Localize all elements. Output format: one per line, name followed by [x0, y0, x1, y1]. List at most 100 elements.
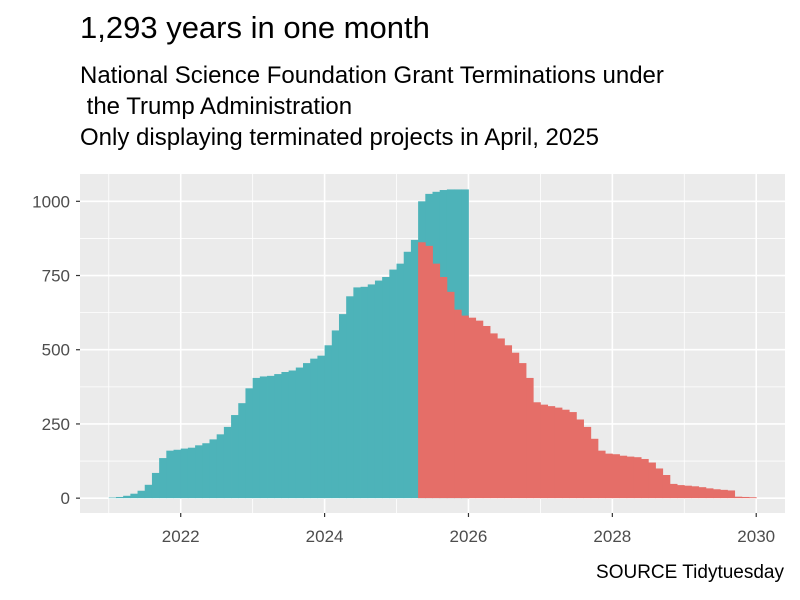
area-bar-after [641, 458, 649, 499]
area-bar-before [115, 496, 124, 499]
area-bar-before [151, 472, 160, 499]
area-bar-after [439, 277, 448, 499]
area-bar-before [317, 355, 325, 499]
area-bar-after [720, 489, 728, 499]
area-bar-before [267, 375, 275, 499]
area-bar-before [187, 447, 196, 499]
area-bar-after [727, 490, 736, 499]
subtitle-line-1: National Science Foundation Grant Termin… [80, 62, 664, 89]
area-bar-after [454, 309, 462, 499]
area-bar-after [713, 489, 721, 499]
area-bar-after [475, 320, 484, 499]
area-bar-after [612, 454, 620, 499]
area-bar-after [446, 291, 455, 499]
area-bar-after [576, 419, 584, 499]
area-bar-after [633, 457, 642, 499]
subtitle-line-2: the Trump Administration [80, 93, 353, 120]
area-bar-before [195, 445, 203, 499]
area-bar-after [468, 317, 477, 499]
area-bar-after [547, 406, 556, 499]
y-tick-label: 1000 [32, 192, 70, 211]
area-bar-after [518, 363, 527, 499]
area-bar-after [648, 462, 656, 499]
chart-subtitle: National Science Foundation Grant Termin… [80, 60, 664, 153]
y-tick-label: 0 [61, 489, 70, 508]
area-bar-before [396, 263, 405, 499]
chart-caption: SOURCE Tidytuesday [596, 562, 784, 583]
area-bar-before [338, 314, 347, 499]
area-bar-before [166, 450, 174, 499]
area-bar-before [382, 277, 390, 499]
area-bar-before [374, 280, 383, 499]
area-bar-after [669, 483, 678, 499]
area-bar-after [497, 338, 505, 499]
x-tick-label: 2028 [593, 527, 631, 546]
area-bar-before [281, 371, 290, 499]
area-bar-before [367, 284, 376, 499]
area-bar-after [734, 496, 743, 499]
area-bar-after [691, 486, 700, 499]
area-bar-before [360, 286, 369, 499]
area-bar-after [626, 456, 635, 499]
area-bar-after [526, 377, 534, 499]
area-bar-after [605, 453, 613, 499]
area-bar-before [137, 490, 146, 499]
area-bar-before [324, 345, 333, 499]
area-bar-after [662, 475, 671, 499]
area-bar-after [590, 438, 599, 499]
x-tick-label: 2026 [450, 527, 488, 546]
area-bar-before [295, 367, 304, 499]
x-tick-label: 2030 [737, 527, 775, 546]
area-bar-before [331, 330, 340, 499]
area-bar-before [223, 426, 232, 499]
area-bar-before [231, 415, 239, 499]
area-bar-before [216, 434, 225, 499]
area-bar-before [353, 287, 361, 499]
area-bar-after [698, 487, 707, 499]
area-bar-after [533, 402, 541, 499]
area-bar-after [490, 333, 498, 499]
area-bar-before [389, 269, 397, 499]
area-bar-before [173, 449, 182, 499]
area-bar-before [252, 377, 261, 499]
area-bar-after [540, 404, 549, 499]
area-bar-after [583, 426, 592, 499]
area-bar-after [561, 409, 570, 499]
area-bar-before [159, 458, 167, 499]
y-tick-label: 500 [42, 341, 70, 360]
chart-title: 1,293 years in one month [80, 10, 430, 45]
area-bar-after [504, 345, 513, 499]
area-bar-before [209, 439, 218, 499]
area-bar-before [288, 370, 297, 499]
area-bar-after [432, 263, 441, 499]
area-bar-after [741, 496, 750, 499]
area-bar-before [180, 448, 189, 499]
area-bar-before [130, 493, 138, 499]
area-bar-after [619, 455, 628, 499]
area-bar-before [346, 296, 354, 499]
y-tick-label: 250 [42, 415, 70, 434]
y-tick-label: 750 [42, 267, 70, 286]
area-bar-before [123, 495, 131, 499]
area-bar-after [554, 407, 563, 499]
area-bar-before [245, 388, 254, 499]
area-bar-before [144, 484, 153, 499]
area-bar-before [403, 251, 412, 499]
area-bar-before [259, 376, 268, 499]
area-bar-after [569, 412, 577, 499]
area-bar-before [108, 497, 117, 499]
subtitle-line-3: Only displaying terminated projects in A… [80, 124, 599, 151]
area-bar-after [511, 352, 520, 499]
area-bar-after [425, 245, 433, 499]
area-bar-before [310, 358, 318, 499]
x-tick-label: 2024 [306, 527, 344, 546]
area-bar-after [461, 315, 469, 499]
x-tick-label: 2022 [162, 527, 200, 546]
area-bar-before [202, 443, 210, 499]
area-bar-after [597, 450, 606, 499]
area-bar-before [410, 239, 419, 499]
area-bar-after [749, 497, 757, 499]
area-bar-before [274, 374, 282, 499]
area-bar-before [303, 363, 311, 499]
